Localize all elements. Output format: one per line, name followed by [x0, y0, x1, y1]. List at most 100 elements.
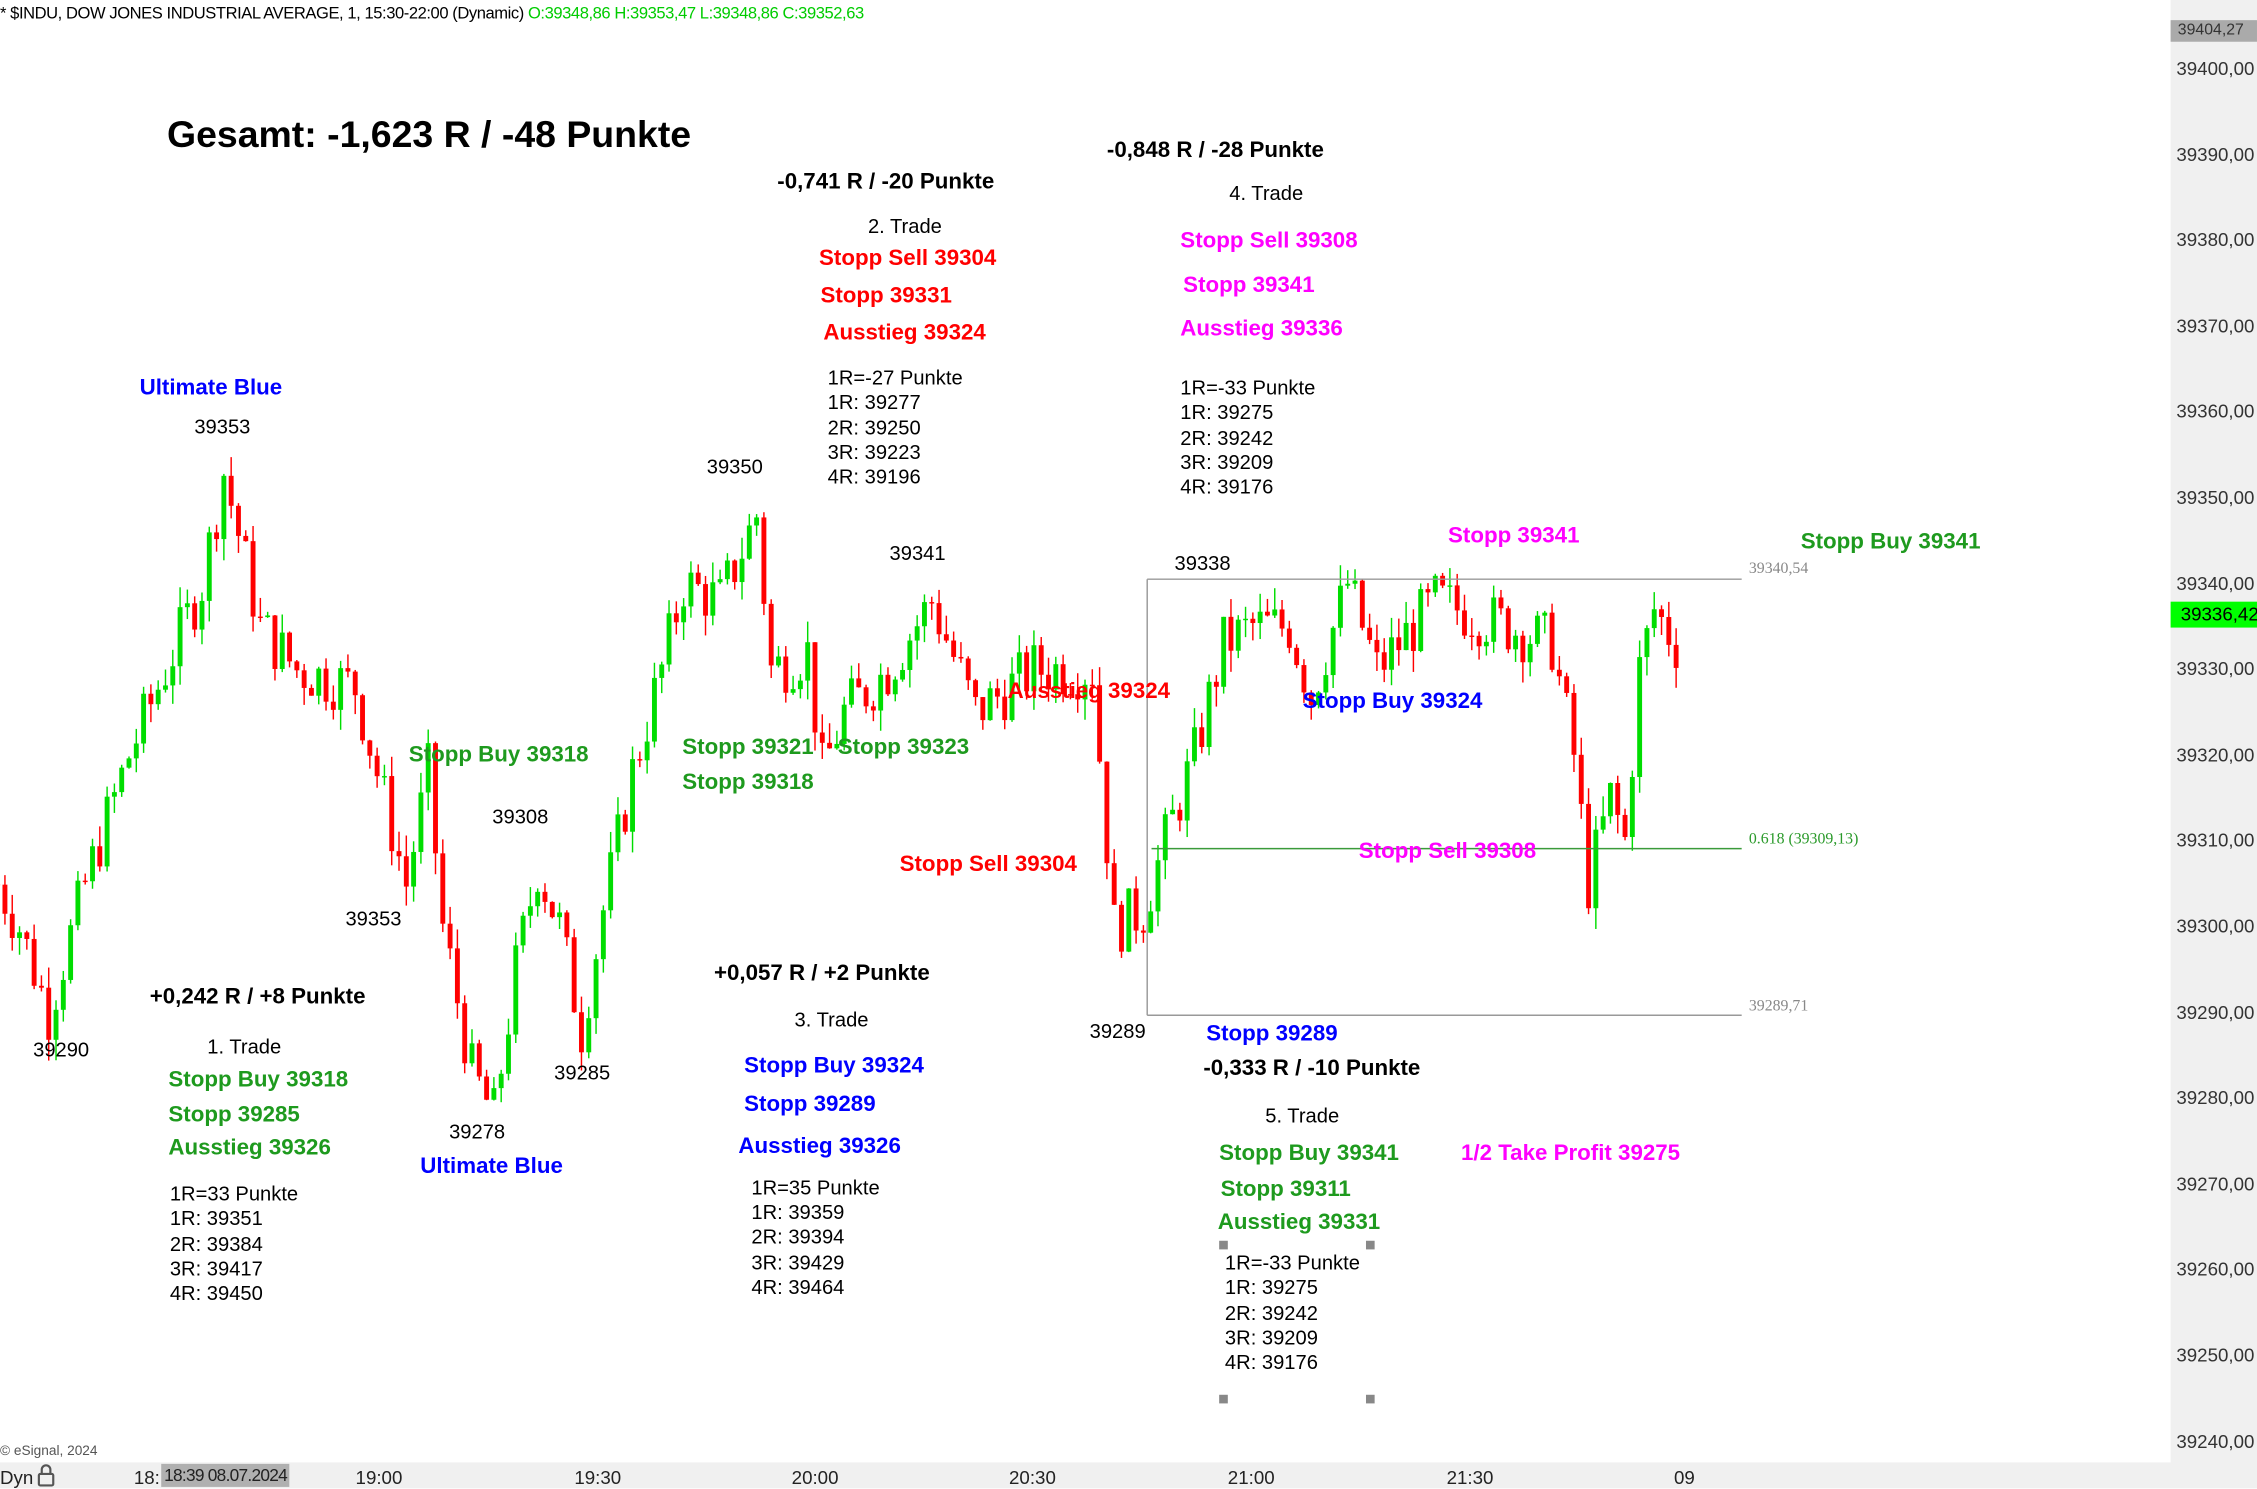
chart-annotation: Stopp 39341	[1183, 273, 1315, 298]
candle-body	[433, 743, 438, 854]
candle-body	[1659, 609, 1664, 618]
candle-body	[936, 603, 942, 635]
candle-body	[994, 688, 1000, 697]
candle-body	[1016, 652, 1022, 674]
lock-icon[interactable]	[37, 1464, 55, 1487]
candle-body	[1140, 930, 1146, 933]
candle-body	[695, 572, 701, 585]
candle-body	[323, 668, 329, 702]
candle-body	[929, 602, 935, 604]
candle-body	[1571, 692, 1577, 755]
candle-body	[1367, 627, 1373, 640]
time-axis[interactable]: 18: 19:00 19:30 20:00 20:30 21:00 21:30 09 18:39…	[0, 1462, 2257, 1489]
candle-body	[1192, 727, 1197, 762]
candle-body	[389, 776, 395, 852]
candle-body	[1564, 676, 1570, 693]
chart-annotation: 2R: 39242	[1180, 426, 1274, 450]
candle-body	[1235, 619, 1241, 651]
candle-body	[608, 852, 614, 911]
chart-annotation: Stopp 39321	[682, 735, 814, 761]
candle-body	[60, 979, 66, 1010]
chart-annotation: Ausstieg 39326	[738, 1134, 901, 1159]
candle-body	[1206, 681, 1212, 748]
chart-annotation: 3R: 39209	[1180, 450, 1274, 474]
ohlc-readout: O:39348,86 H:39353,47 L:39348,86 C:39352…	[527, 5, 864, 24]
candle-body	[46, 987, 52, 1040]
candle-body	[564, 912, 570, 938]
chart-annotation: 4. Trade	[1229, 181, 1304, 205]
candle-body	[1432, 575, 1438, 593]
mode-label[interactable]: Dyn	[0, 1466, 34, 1489]
chart-annotation: Ausstieg 39326	[168, 1135, 331, 1161]
candle-body	[308, 687, 314, 696]
candle-body	[491, 1088, 497, 1100]
candle-body	[228, 475, 234, 506]
candle-body	[425, 743, 431, 793]
candle-body	[148, 693, 154, 705]
candle-body	[651, 677, 657, 742]
chart-annotation: 1R=35 Punkte	[751, 1175, 880, 1200]
candle-body	[1294, 647, 1300, 666]
candle-body	[265, 615, 271, 618]
candle-body	[644, 741, 650, 761]
candle-body	[973, 680, 978, 698]
candle-body	[659, 664, 665, 678]
candle-body	[133, 743, 139, 759]
chart-annotation: Stopp Buy 39318	[408, 742, 589, 768]
candle-body	[1666, 617, 1672, 645]
candle-body	[1170, 809, 1176, 815]
chart-annotation: 3R: 39417	[169, 1256, 263, 1280]
candle-body	[75, 880, 81, 926]
candle-body	[294, 661, 300, 671]
copyright: © eSignal, 2024	[0, 1443, 98, 1460]
chart-annotation: 3R: 39429	[751, 1250, 845, 1274]
candle-body	[1586, 803, 1591, 909]
candle-body	[746, 525, 752, 559]
candle-body	[1228, 616, 1234, 651]
candle-body	[513, 945, 519, 1035]
candle-body	[119, 767, 125, 793]
candle-body	[1396, 637, 1402, 651]
candle-body	[527, 906, 533, 916]
chart-annotation: 39350	[706, 454, 763, 478]
candle-body	[1177, 809, 1183, 821]
candle-body	[1279, 609, 1285, 629]
candle-body	[761, 517, 767, 604]
chart-annotation: Stopp Buy 39318	[168, 1068, 349, 1093]
candle-body	[506, 1034, 511, 1074]
candle-body	[827, 742, 833, 749]
candle-body	[184, 603, 190, 608]
candle-body	[812, 642, 818, 733]
candle-body	[411, 851, 417, 887]
candle-body	[1301, 665, 1307, 693]
candle-body	[892, 679, 898, 695]
time-tick-label: 19:30	[574, 1466, 622, 1489]
candle-body	[97, 846, 103, 867]
candle-body	[754, 517, 760, 526]
candle-body	[126, 758, 132, 768]
time-tick-label: 21:00	[1227, 1466, 1275, 1489]
price-plot[interactable]	[0, 0, 2171, 1462]
candle-body	[549, 901, 555, 918]
candle-body	[943, 634, 949, 641]
chart-annotation: Stopp Buy 39341	[1219, 1141, 1399, 1166]
chart-annotation: 1R=33 Punkte	[169, 1181, 299, 1205]
chart-annotation: Stopp 39318	[682, 770, 814, 795]
candle-body	[104, 796, 110, 867]
price-tick-label: 39400,00	[2176, 57, 2255, 80]
chart-annotation: 2R: 39394	[751, 1224, 845, 1248]
candle-body	[1403, 622, 1409, 651]
candle-body	[710, 582, 716, 616]
chart-annotation: 4R: 39196	[827, 464, 921, 488]
candle-body	[38, 985, 44, 988]
candle-body	[447, 923, 453, 949]
candle-body	[586, 1018, 592, 1053]
time-tick-label: 20:30	[1009, 1466, 1056, 1489]
candle-body	[1046, 674, 1051, 690]
candle-body	[579, 1012, 584, 1053]
price-axis[interactable]: 39400,00 39390,00 39380,00 39370,00 39360,00…	[2170, 0, 2257, 1463]
chart-annotation: 4R: 39450	[169, 1281, 263, 1305]
chart-annotation: 4R: 39176	[1180, 475, 1274, 499]
chart-annotation: Stopp Buy 39324	[1302, 689, 1483, 714]
